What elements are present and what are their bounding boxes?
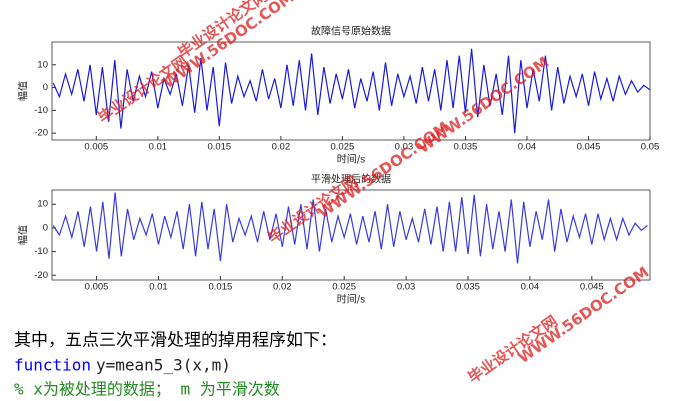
x-tick-label: 0.035: [454, 142, 478, 153]
x-tick-label: 0.015: [207, 142, 231, 153]
paragraph: 其中，五点三次平滑处理的掉用程序如下：: [14, 331, 337, 351]
x-axis-label: 时间/s: [337, 293, 366, 306]
plot-area: [51, 41, 651, 141]
chart-title: 平滑处理后的数据: [311, 173, 391, 186]
x-tick-label: 0.05: [641, 142, 660, 153]
code-keyword: function: [14, 356, 91, 375]
x-tick-label: 0.005: [84, 142, 108, 153]
y-tick-label: 0: [43, 222, 48, 233]
chart-title: 故障信号原始数据: [311, 25, 391, 38]
x-tick-label: 0.02: [272, 142, 291, 153]
x-tick-label: 0.045: [580, 282, 604, 293]
signal-line: [52, 48, 651, 134]
x-tick-label: 0.04: [521, 282, 540, 293]
x-tick-label: 0.03: [395, 142, 414, 153]
x-axis-label: 时间/s: [337, 153, 366, 166]
x-tick-label: 0.01: [149, 142, 168, 153]
x-tick-label: 0.025: [330, 142, 354, 153]
x-tick-label: 0.04: [518, 142, 537, 153]
y-tick-label: 0: [43, 82, 48, 93]
y-axis-label: 幅值: [17, 81, 30, 101]
y-axis-label: 幅值: [17, 225, 30, 245]
y-tick-label: -10: [34, 246, 48, 257]
x-tick-label: 0.025: [332, 282, 356, 293]
y-tick-label: -10: [34, 105, 48, 116]
y-tick-label: -20: [34, 128, 48, 139]
code-text: y=mean5_3(x,m): [96, 356, 231, 375]
x-tick-label: 0.045: [577, 142, 601, 153]
x-tick-label: 0.015: [208, 282, 232, 293]
signal-line: [52, 192, 648, 264]
x-tick-label: 0.02: [273, 282, 292, 293]
y-tick-label: 10: [37, 199, 48, 210]
x-tick-label: 0.005: [85, 282, 109, 293]
plot-area: [51, 189, 651, 281]
x-tick-label: 0.035: [456, 282, 480, 293]
y-tick-label: 10: [37, 59, 48, 70]
x-tick-label: 0.03: [397, 282, 416, 293]
y-tick-label: -20: [34, 270, 48, 281]
code-comment: % x为被处理的数据； m 为平滑次数: [14, 380, 280, 399]
x-tick-label: 0.01: [149, 282, 168, 293]
